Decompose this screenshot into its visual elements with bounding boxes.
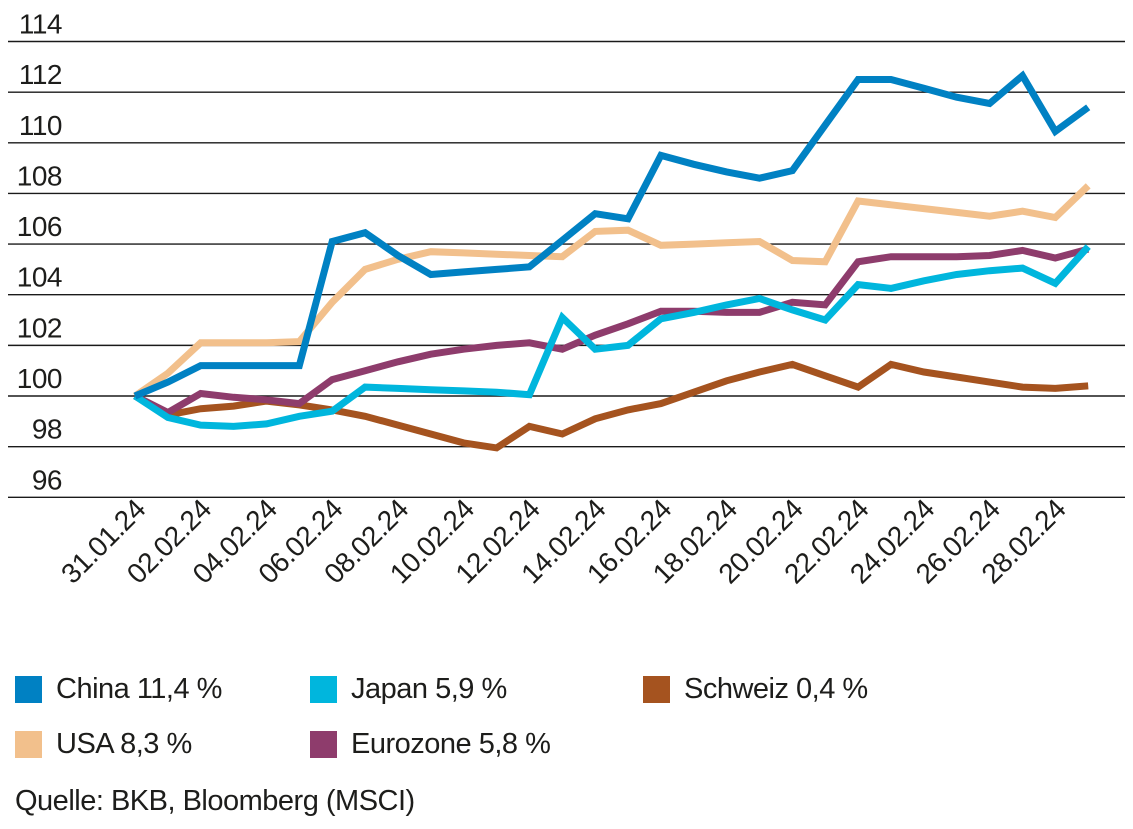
series-line-schweiz xyxy=(133,360,1089,452)
eurozone-color-swatch xyxy=(310,731,337,758)
legend-item-china: China 11,4 % xyxy=(15,673,222,706)
legend-label-schweiz: Schweiz 0,4 % xyxy=(684,673,868,705)
legend-item-japan: Japan 5,9 % xyxy=(310,673,507,706)
y-tick-label-114: 114 xyxy=(19,9,62,40)
japan-color-swatch xyxy=(310,676,337,703)
series-line-japan xyxy=(133,244,1091,430)
series-line-china xyxy=(133,70,1091,400)
y-tick-label-112: 112 xyxy=(19,59,62,90)
y-tick-label-110: 110 xyxy=(19,110,62,141)
legend-item-usa: USA 8,3 % xyxy=(15,728,192,761)
y-tick-label-100: 100 xyxy=(17,363,62,394)
performance-line-chart: 969810010210410610811011211431.01.2402.0… xyxy=(8,9,1125,589)
y-tick-label-108: 108 xyxy=(17,160,62,191)
series-line-usa xyxy=(133,183,1091,399)
schweiz-color-swatch xyxy=(643,676,670,703)
legend-label-japan: Japan 5,9 % xyxy=(351,673,507,705)
source-caption: Quelle: BKB, Bloomberg (MSCI) xyxy=(15,785,415,817)
y-tick-label-106: 106 xyxy=(17,211,62,242)
y-tick-label-104: 104 xyxy=(17,262,62,293)
usa-color-swatch xyxy=(15,731,42,758)
series-line-eurozone xyxy=(133,245,1090,417)
y-tick-label-96: 96 xyxy=(32,464,62,495)
legend-label-usa: USA 8,3 % xyxy=(56,728,192,760)
legend-label-eurozone: Eurozone 5,8 % xyxy=(351,728,551,760)
legend-item-eurozone: Eurozone 5,8 % xyxy=(310,728,551,761)
china-color-swatch xyxy=(15,676,42,703)
legend-label-china: China 11,4 % xyxy=(56,673,222,705)
y-tick-label-102: 102 xyxy=(17,312,62,343)
y-tick-label-98: 98 xyxy=(32,414,62,445)
legend-item-schweiz: Schweiz 0,4 % xyxy=(643,673,868,706)
